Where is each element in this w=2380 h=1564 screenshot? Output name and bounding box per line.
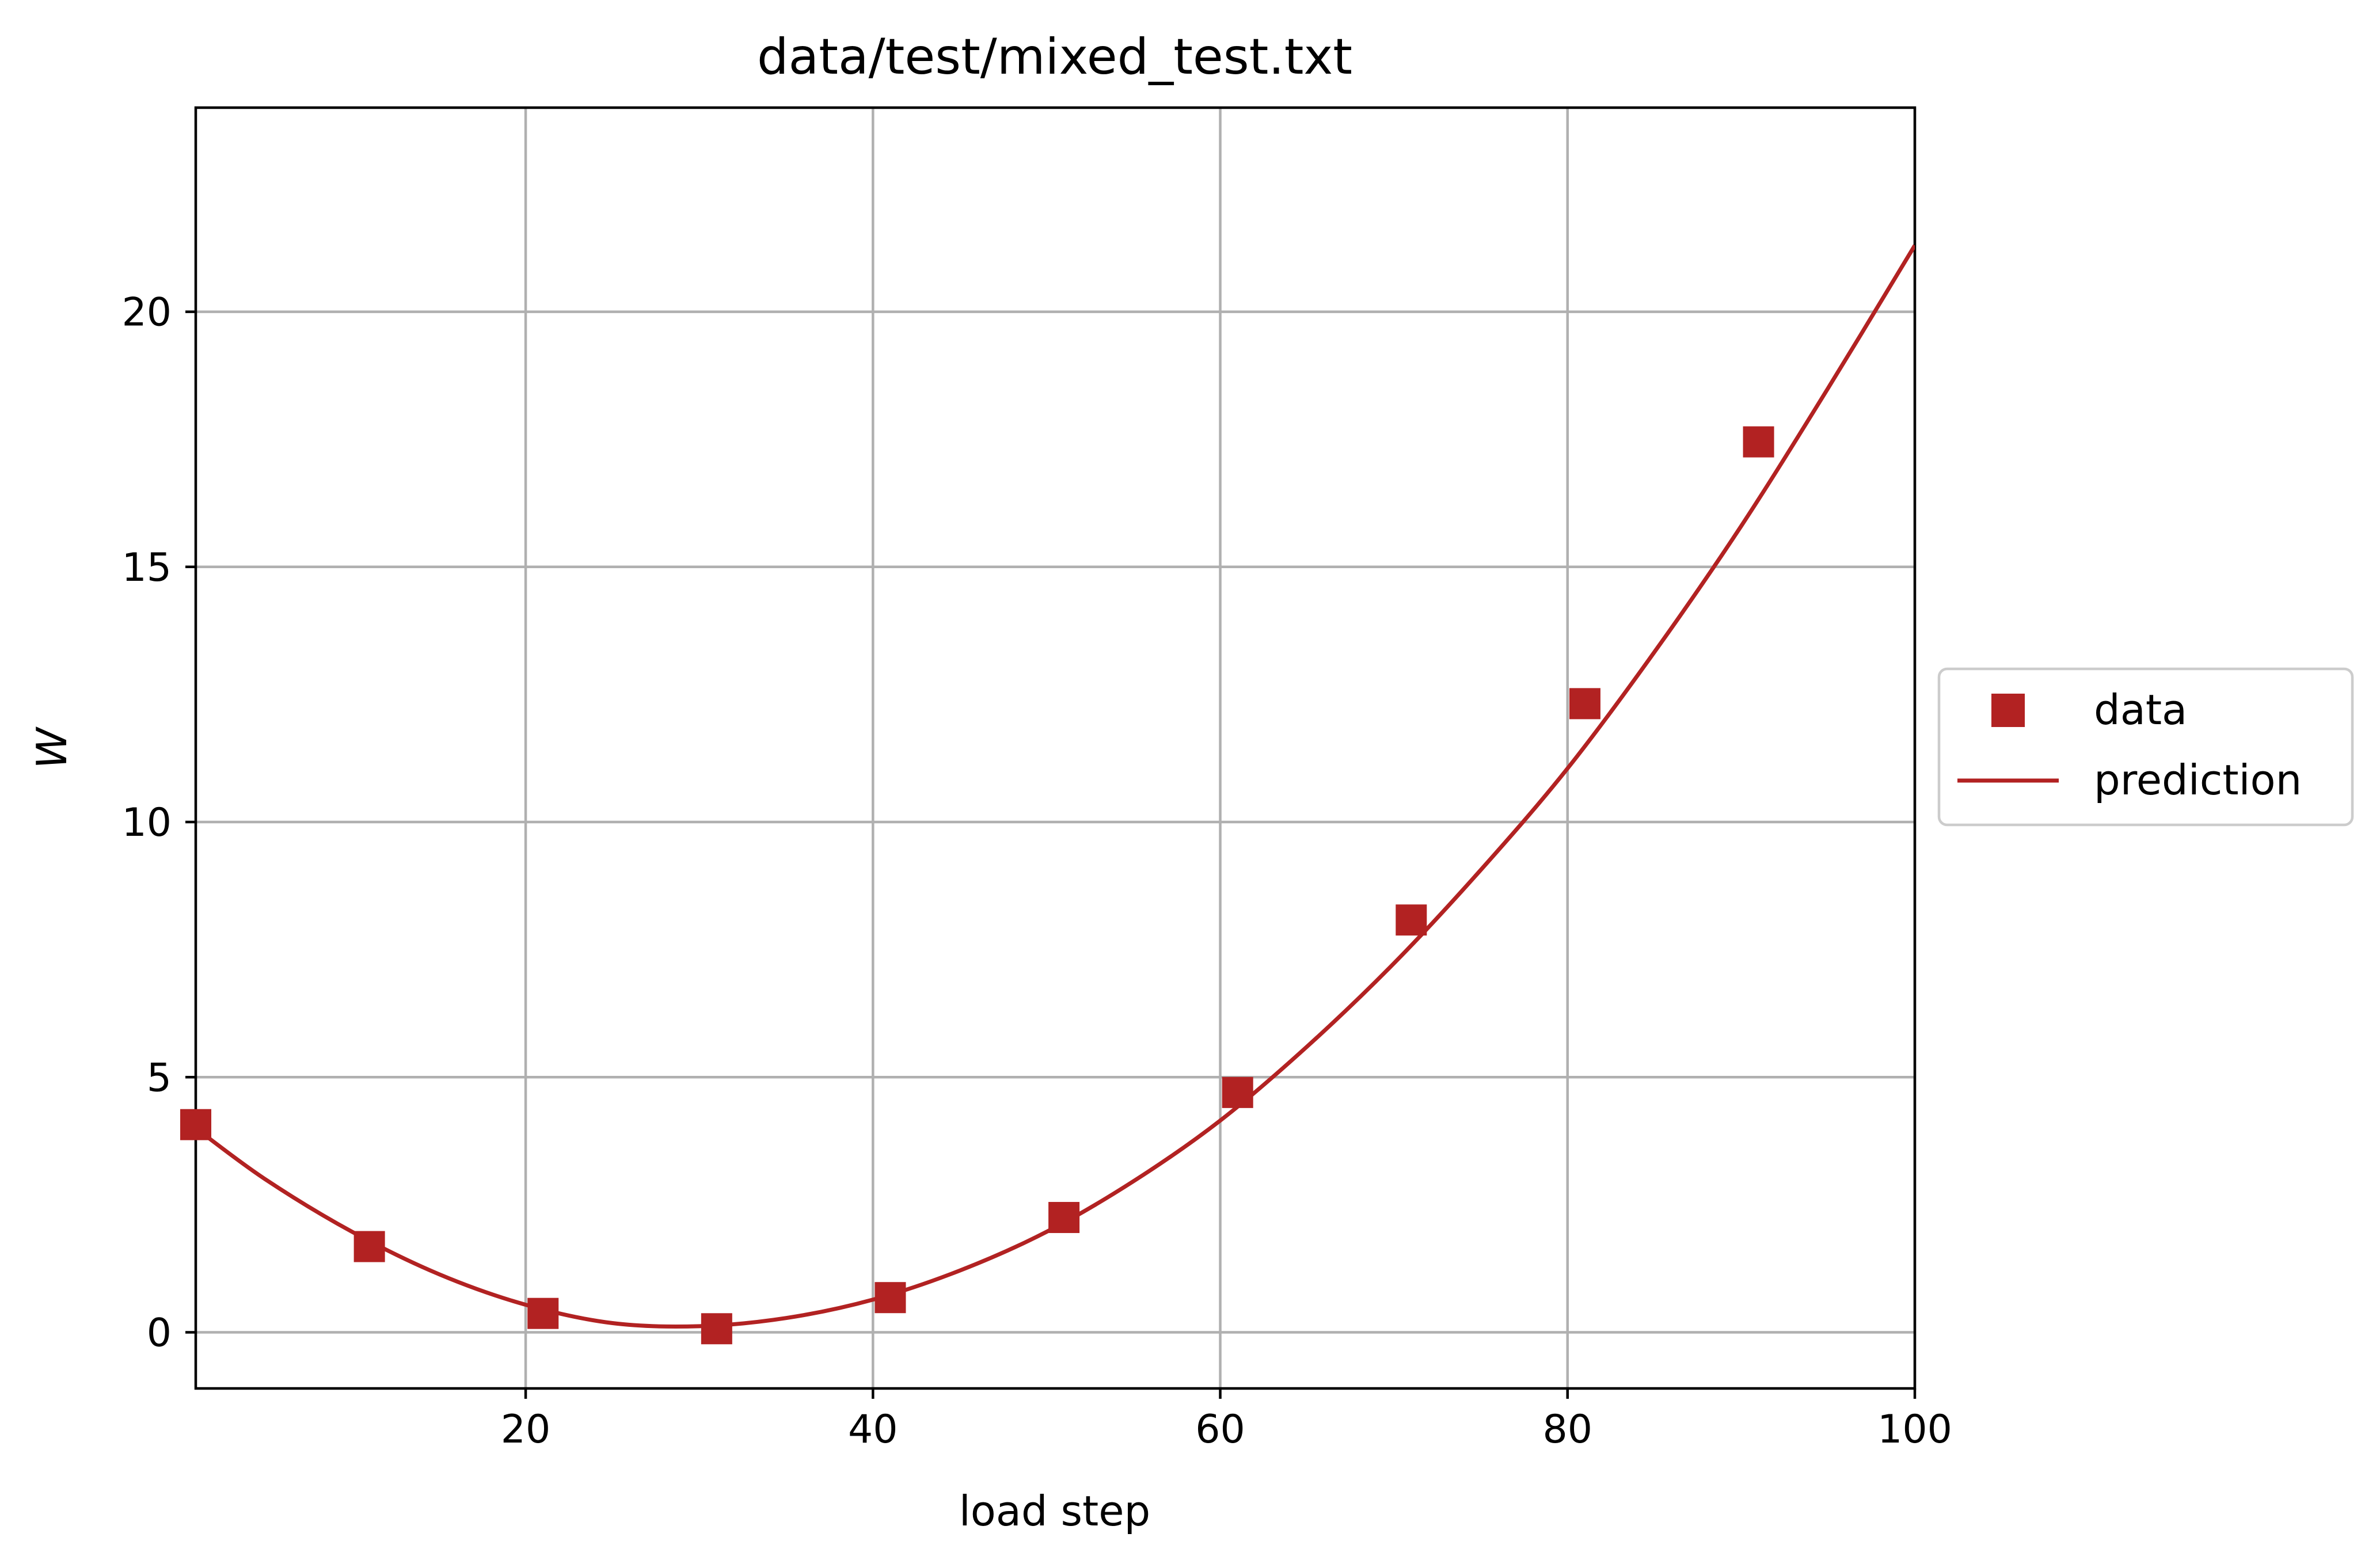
legend: data prediction: [1937, 667, 2354, 827]
chart-title: data/test/mixed_test.txt: [757, 28, 1352, 86]
y-tick-label: 20: [121, 290, 172, 336]
data-point: [353, 1231, 385, 1262]
data-point: [527, 1297, 559, 1329]
x-tick-label: 60: [1195, 1407, 1245, 1452]
y-tick-label: 15: [121, 545, 172, 591]
prediction-line: [196, 244, 1915, 1329]
y-tick-label: 0: [147, 1310, 172, 1356]
x-tick-label: 100: [1877, 1407, 1952, 1452]
data-point: [1048, 1202, 1080, 1234]
data-point: [1222, 1076, 1253, 1108]
data-point: [1569, 688, 1600, 720]
axis-ticks: 20 40 60 80 100 0 5 10 15 20: [121, 290, 1952, 1452]
y-tick-label: 10: [121, 800, 172, 846]
y-axis-label: W: [28, 726, 76, 769]
legend-square-marker-icon: [1991, 694, 2025, 727]
gridlines: [196, 108, 1917, 1388]
x-tick-label: 40: [848, 1407, 898, 1452]
x-axis-label: load step: [959, 1487, 1151, 1535]
data-point: [701, 1313, 732, 1345]
x-tick-label: 80: [1543, 1407, 1593, 1452]
legend-box: [1937, 667, 2354, 827]
legend-label-prediction: prediction: [2094, 756, 2302, 804]
y-tick-label: 5: [147, 1055, 172, 1101]
x-tick-label: 20: [501, 1407, 551, 1452]
plot-frame: [194, 106, 1917, 1390]
data-point: [1743, 426, 1774, 458]
data-point: [875, 1282, 906, 1314]
series-layer: [180, 244, 1915, 1345]
legend-label-data: data: [2094, 686, 2187, 734]
data-point: [180, 1109, 211, 1140]
data-point: [1396, 904, 1427, 936]
